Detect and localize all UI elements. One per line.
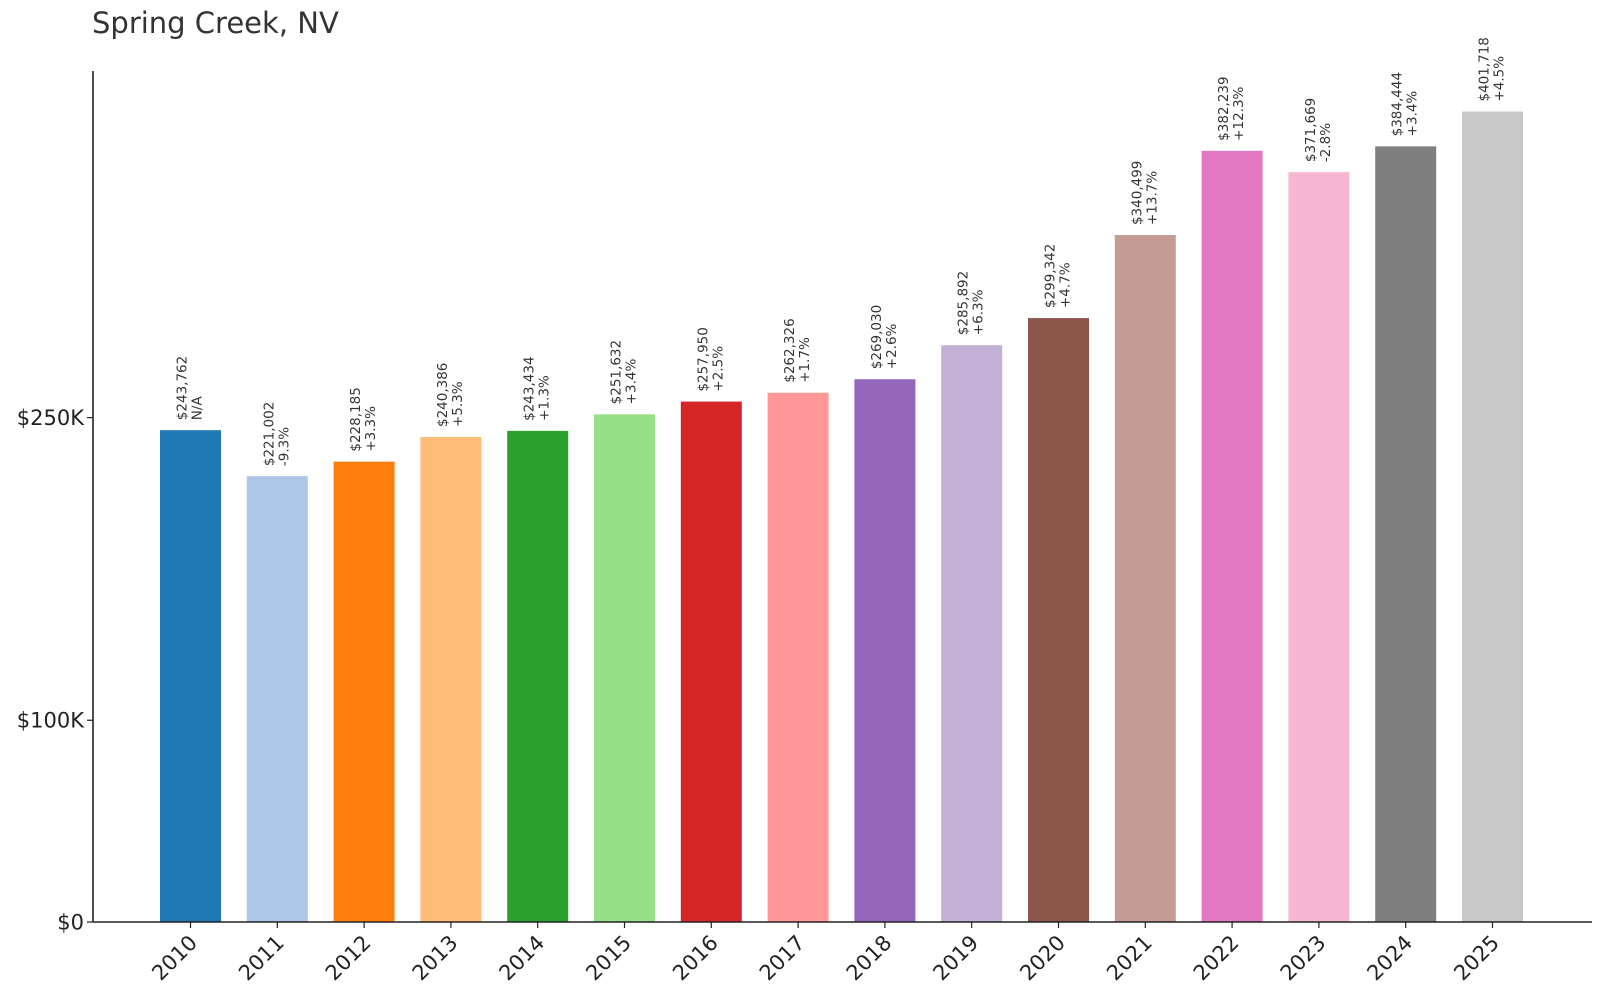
- bar-label-2019: $285,892 +6.3%: [956, 271, 987, 335]
- bar-2023: [1288, 172, 1350, 922]
- bar-2011: [246, 476, 308, 922]
- x-tick-label-2019: 2019: [928, 931, 983, 986]
- change-label-2025: +4.5%: [1492, 56, 1508, 102]
- bar-label-2017: $262,326 +1.7%: [782, 318, 813, 382]
- x-tick-label-2013: 2013: [408, 931, 463, 986]
- change-label-2012: +3.3%: [363, 406, 379, 452]
- bar-label-2025: $401,718 +4.5%: [1477, 37, 1508, 101]
- x-tick-label-2010: 2010: [147, 931, 202, 986]
- value-label-2011: $221,002: [261, 402, 277, 466]
- x-tick-label-2020: 2020: [1015, 931, 1070, 986]
- value-label-2024: $384,444: [1390, 72, 1406, 136]
- bar-2019: [941, 345, 1003, 923]
- change-label-2015: +3.4%: [624, 359, 640, 405]
- value-label-2018: $269,030: [869, 305, 885, 369]
- bar-2022: [1201, 150, 1263, 922]
- change-label-2023: -2.8%: [1318, 123, 1334, 162]
- bar-label-2015: $251,632 +3.4%: [609, 340, 640, 404]
- bar-2014: [507, 430, 569, 922]
- value-label-2022: $382,239: [1216, 76, 1232, 140]
- value-label-2015: $251,632: [609, 340, 625, 404]
- change-label-2018: +2.6%: [884, 323, 900, 369]
- bar-2015: [594, 414, 655, 922]
- bar-2025: [1462, 111, 1523, 922]
- value-label-2016: $257,950: [695, 327, 711, 391]
- y-tick-label-2: $250K: [17, 406, 85, 430]
- bar-label-2013: $240,386 +5.3%: [435, 363, 466, 427]
- bar-2021: [1114, 235, 1176, 922]
- bar-2018: [854, 379, 916, 923]
- x-tick-label-2024: 2024: [1362, 931, 1417, 986]
- value-label-2019: $285,892: [956, 271, 972, 335]
- axes-group: [92, 71, 1592, 923]
- x-tick-label-2025: 2025: [1449, 931, 1504, 986]
- change-label-2010: N/A: [190, 396, 206, 421]
- x-tick-label-2022: 2022: [1189, 931, 1244, 986]
- x-tick-label-2011: 2011: [234, 931, 289, 986]
- x-tick-label-2016: 2016: [668, 931, 723, 986]
- change-label-2020: +4.7%: [1058, 262, 1074, 308]
- bar-2013: [420, 437, 482, 922]
- chart-title: Spring Creek, NV: [92, 6, 339, 40]
- change-label-2019: +6.3%: [971, 289, 987, 335]
- change-label-2017: +1.7%: [797, 337, 813, 383]
- bar-2024: [1375, 146, 1437, 922]
- x-tick-label-2015: 2015: [581, 931, 636, 986]
- bar-label-2010: $243,762 N/A: [175, 356, 206, 420]
- bar-label-2014: $243,434 +1.3%: [522, 356, 553, 420]
- x-tick-label-2014: 2014: [494, 931, 549, 986]
- change-label-2024: +3.4%: [1405, 91, 1421, 137]
- bar-2020: [1028, 318, 1089, 922]
- bar-label-2018: $269,030 +2.6%: [869, 305, 900, 369]
- bar-2010: [160, 430, 221, 922]
- x-tick-label-2017: 2017: [755, 931, 810, 986]
- change-label-2011: -9.3%: [276, 427, 292, 466]
- y-tick-label-1: $100K: [17, 709, 85, 733]
- x-tick-label-2023: 2023: [1276, 931, 1331, 986]
- value-label-2021: $340,499: [1129, 161, 1145, 225]
- value-label-2014: $243,434: [522, 356, 538, 420]
- change-label-2021: +13.7%: [1144, 171, 1160, 225]
- bar-label-2023: $371,669 -2.8%: [1303, 98, 1334, 162]
- change-label-2022: +12.3%: [1231, 86, 1247, 140]
- x-ticks-group: 2010 2011 2012 2013 2014 2015 2016 2017 2018 2019…: [147, 922, 1504, 985]
- value-label-2017: $262,326: [782, 318, 798, 382]
- bars-group: [160, 111, 1523, 923]
- bar-2016: [680, 401, 742, 923]
- bar-label-2011: $221,002 -9.3%: [261, 402, 292, 466]
- value-label-2025: $401,718: [1477, 37, 1493, 101]
- x-tick-label-2012: 2012: [321, 931, 376, 986]
- change-label-2014: +1.3%: [537, 375, 553, 421]
- bar-label-2021: $340,499 +13.7%: [1129, 161, 1160, 225]
- y-ticks-group: $0 $100K $250K: [17, 406, 93, 935]
- bar-label-2016: $257,950 +2.5%: [695, 327, 726, 391]
- value-label-2013: $240,386: [435, 363, 451, 427]
- value-label-2020: $299,342: [1043, 244, 1059, 308]
- bar-label-2024: $384,444 +3.4%: [1390, 72, 1421, 136]
- y-tick-label-0: $0: [57, 911, 84, 935]
- change-label-2013: +5.3%: [450, 381, 466, 427]
- bar-labels-group: $243,762 N/A $221,002 -9.3% $228,185 +3.3% $24…: [175, 37, 1508, 466]
- bar-label-2022: $382,239 +12.3%: [1216, 76, 1247, 140]
- bar-label-2020: $299,342 +4.7%: [1043, 244, 1074, 308]
- bar-label-2012: $228,185 +3.3%: [348, 387, 379, 451]
- x-tick-label-2021: 2021: [1102, 931, 1157, 986]
- value-label-2010: $243,762: [175, 356, 191, 420]
- change-label-2016: +2.5%: [710, 346, 726, 392]
- bar-2017: [767, 392, 829, 922]
- bar-2012: [333, 461, 395, 922]
- value-label-2012: $228,185: [348, 387, 364, 451]
- value-label-2023: $371,669: [1303, 98, 1319, 162]
- x-tick-label-2018: 2018: [842, 931, 897, 986]
